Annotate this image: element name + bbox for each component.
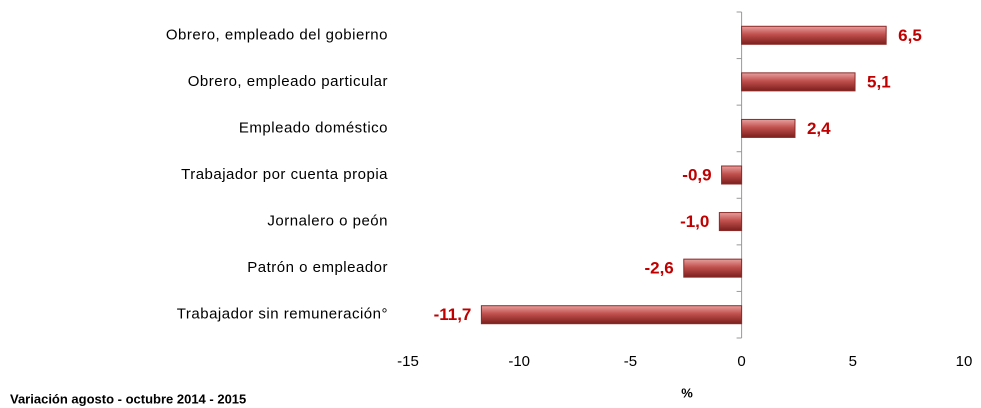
x-tick-label: 10 [956, 353, 973, 370]
value-label: -2,6 [644, 259, 673, 278]
bar [721, 165, 743, 185]
y-tick-label: Trabajador por cuenta propia [181, 166, 388, 183]
y-tick-label: Obrero, empleado del gobierno [166, 26, 388, 43]
value-label: -0,9 [682, 165, 711, 184]
value-label: 2,4 [807, 119, 831, 138]
bar [718, 212, 743, 232]
x-tick-label: 5 [849, 353, 857, 370]
y-tick-label: Jornalero o peón [267, 213, 388, 230]
value-label: 5,1 [867, 72, 891, 91]
bar [741, 118, 796, 138]
x-tick-label: 0 [737, 353, 745, 370]
y-tick-label: Empleado doméstico [239, 119, 388, 136]
x-axis-label: % [681, 385, 693, 400]
bar [741, 72, 856, 92]
bar [683, 258, 743, 278]
bar [741, 25, 887, 45]
x-tick-label: -5 [624, 353, 637, 370]
value-label: 6,5 [898, 26, 922, 45]
bar [480, 305, 743, 325]
y-tick-label: Patrón o empleador [247, 259, 388, 276]
y-tick-label: Trabajador sin remuneración° [177, 306, 388, 323]
y-tick-label: Obrero, empleado particular [188, 73, 388, 90]
x-tick-label: -15 [397, 353, 419, 370]
x-tick-label: -10 [508, 353, 530, 370]
value-label: -1,0 [680, 212, 709, 231]
value-label: -11,7 [434, 305, 472, 324]
footnote: Variación agosto - octubre 2014 - 2015 [10, 391, 246, 406]
